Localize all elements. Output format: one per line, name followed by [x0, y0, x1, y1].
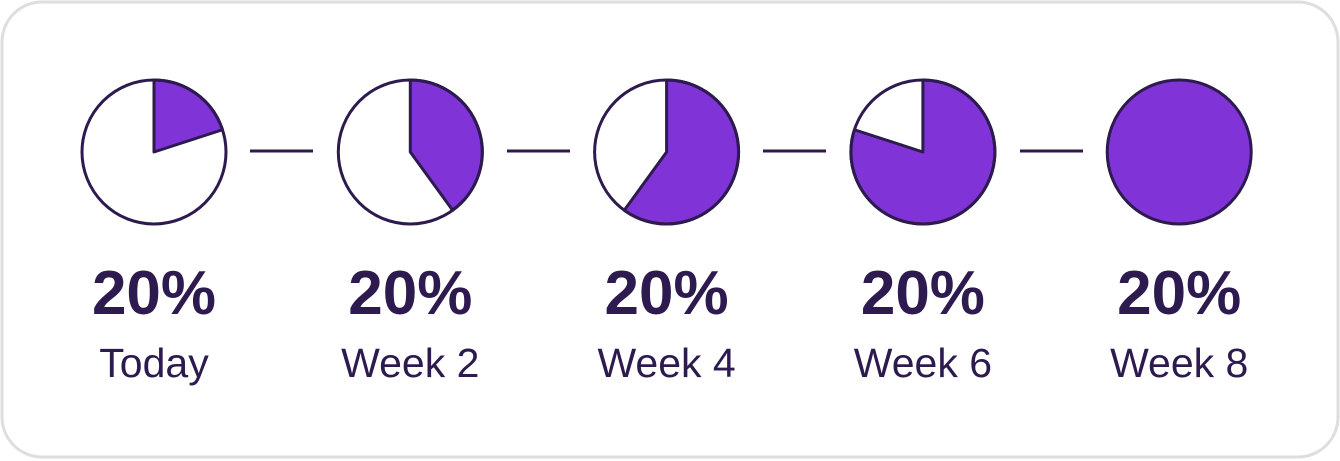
pie-outline — [336, 78, 484, 226]
step-label: Week 4 — [597, 340, 735, 386]
pie-outline — [1105, 78, 1253, 226]
step-percent: 20% — [1117, 259, 1241, 328]
step-label: Week 6 — [854, 340, 992, 386]
step-percent: 20% — [861, 259, 985, 328]
pie-outline — [80, 78, 228, 226]
step-percent: 20% — [605, 259, 729, 328]
pie-fill — [1107, 80, 1252, 224]
pie-outline — [849, 78, 997, 226]
step-label: Week 2 — [341, 340, 479, 386]
step-percent: 20% — [92, 259, 216, 328]
step-percent: 20% — [348, 259, 472, 328]
step-label: Today — [99, 340, 209, 386]
pie-outline — [593, 78, 741, 226]
step-label: Week 8 — [1110, 340, 1248, 386]
